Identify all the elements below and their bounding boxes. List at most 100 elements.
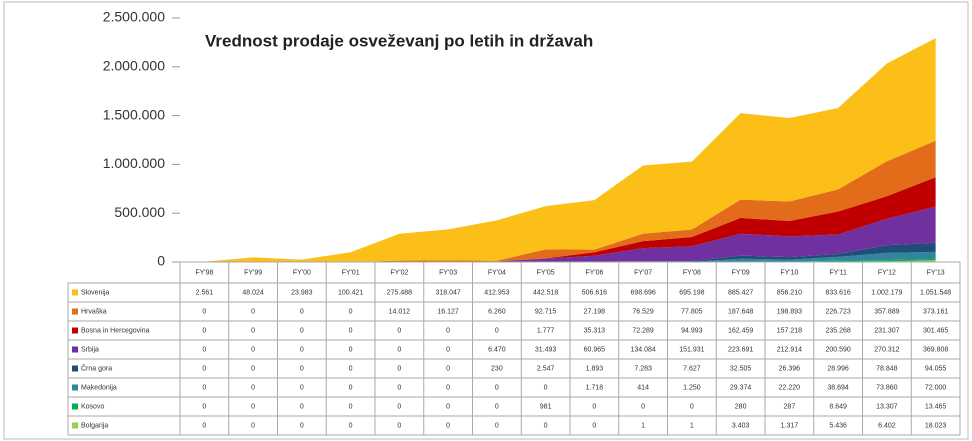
- legend-label: Makedonija: [81, 384, 117, 391]
- table-cell: 0: [202, 346, 206, 353]
- table-cell: 231.307: [874, 327, 899, 334]
- table-cell: 0: [446, 384, 450, 391]
- table-cell: 230: [491, 365, 503, 372]
- table-cell: 6.260: [488, 308, 506, 315]
- table-cell: 0: [592, 403, 596, 410]
- table-cell: 1.250: [683, 384, 701, 391]
- table-cell: 226.723: [825, 308, 850, 315]
- table-cell: 31.493: [535, 346, 557, 353]
- legend-swatch: [72, 327, 78, 334]
- table-cell: 0: [446, 365, 450, 372]
- table-cell: 0: [202, 422, 206, 429]
- table-cell: 0: [202, 365, 206, 372]
- table-cell: 357.889: [874, 308, 899, 315]
- table-cell: 78.848: [876, 365, 898, 372]
- table-cell: 0: [397, 327, 401, 334]
- table-cell: 0: [251, 403, 255, 410]
- table-cell: 414: [637, 384, 649, 391]
- table-cell: 134.084: [630, 346, 655, 353]
- x-tick-label: FY'08: [683, 269, 701, 276]
- table-cell: 0: [300, 308, 304, 315]
- table-cell: 212.914: [777, 346, 802, 353]
- legend-swatch: [72, 403, 78, 410]
- table-cell: 151.931: [679, 346, 704, 353]
- legend-label: Srbija: [81, 346, 99, 353]
- legend-swatch: [72, 308, 78, 315]
- table-cell: 287: [784, 403, 796, 410]
- table-cell: 162.459: [728, 327, 753, 334]
- table-cell: 0: [300, 422, 304, 429]
- table-cell: 73.860: [876, 384, 898, 391]
- table-cell: 0: [641, 403, 645, 410]
- table-cell: 442.518: [533, 289, 558, 296]
- table-cell: 0: [544, 384, 548, 391]
- table-cell: 0: [495, 384, 499, 391]
- y-tick-label: 2.500.000: [103, 9, 165, 25]
- table-cell: 373.161: [923, 308, 948, 315]
- table-cell: 0: [251, 422, 255, 429]
- table-cell: 0: [397, 365, 401, 372]
- table-cell: 0: [202, 403, 206, 410]
- table-cell: 3.403: [732, 422, 750, 429]
- table-cell: 698.696: [630, 289, 655, 296]
- table-cell: 5.436: [829, 422, 847, 429]
- table-cell: 0: [251, 384, 255, 391]
- table-cell: 0: [300, 327, 304, 334]
- table-cell: 26.396: [779, 365, 801, 372]
- y-tick-label: 500.000: [114, 204, 165, 220]
- x-tick-label: FY'06: [585, 269, 603, 276]
- x-tick-label: FY'99: [244, 269, 262, 276]
- legend-label: Bolgarija: [81, 422, 108, 429]
- table-cell: 0: [202, 308, 206, 315]
- table-cell: 506.616: [582, 289, 607, 296]
- table-cell: 0: [251, 327, 255, 334]
- table-cell: 0: [349, 365, 353, 372]
- table-cell: 32.505: [730, 365, 752, 372]
- table-cell: 0: [300, 346, 304, 353]
- legend-label: Hrvaška: [81, 308, 107, 315]
- table-cell: 0: [202, 327, 206, 334]
- area: [204, 251, 936, 262]
- table-cell: 2.561: [196, 289, 214, 296]
- chart-frame: [3, 1, 969, 440]
- table-cell: 200.590: [825, 346, 850, 353]
- chart-title: Vrednost prodaje osveževanj po letih in …: [205, 31, 593, 50]
- x-tick-label: FY'10: [780, 269, 798, 276]
- x-tick-label: FY'05: [537, 269, 555, 276]
- table-cell: 77.805: [681, 308, 703, 315]
- table-cell: 0: [544, 422, 548, 429]
- table-cell: 0: [446, 403, 450, 410]
- table-cell: 0: [592, 422, 596, 429]
- table-cell: 198.893: [777, 308, 802, 315]
- table-cell: 412.953: [484, 289, 509, 296]
- table-cell: 0: [397, 422, 401, 429]
- table-cell: 6.402: [878, 422, 896, 429]
- table-cell: 13.465: [925, 403, 947, 410]
- table-cell: 14.012: [389, 308, 411, 315]
- area: [204, 38, 936, 262]
- table-cell: 1.777: [537, 327, 555, 334]
- table-cell: 187.648: [728, 308, 753, 315]
- table-cell: 0: [349, 422, 353, 429]
- y-tick-label: 0: [157, 253, 165, 269]
- table-cell: 369.808: [923, 346, 948, 353]
- table-cell: 318.047: [435, 289, 460, 296]
- x-tick-label: FY'02: [390, 269, 408, 276]
- table-cell: 22.220: [779, 384, 801, 391]
- table-cell: 23.983: [291, 289, 313, 296]
- table-cell: 1.893: [586, 365, 604, 372]
- table-cell: 0: [202, 384, 206, 391]
- x-tick-label: FY'09: [732, 269, 750, 276]
- table-cell: 76.529: [632, 308, 654, 315]
- legend-label: Kosovo: [81, 403, 104, 410]
- table-cell: 18.023: [925, 422, 947, 429]
- x-tick-label: FY'03: [439, 269, 457, 276]
- table-cell: 0: [495, 403, 499, 410]
- table-cell: 29.374: [730, 384, 752, 391]
- table-cell: 100.421: [338, 289, 363, 296]
- table-cell: 695.198: [679, 289, 704, 296]
- y-tick-label: 1.500.000: [103, 106, 165, 122]
- x-tick-label: FY'07: [634, 269, 652, 276]
